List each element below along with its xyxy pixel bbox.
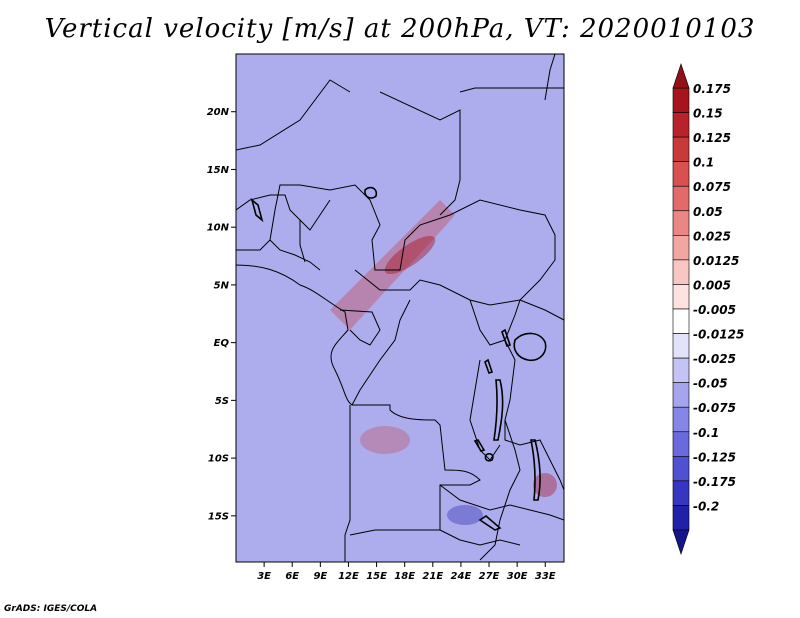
lat-tick-label: 5N [214,280,230,291]
colorbar-swatch [672,382,690,408]
lon-tick-label: 21E [422,571,443,582]
lake-albert [501,328,512,348]
lake-malawi [530,439,541,501]
lon-tick-label: 3E [257,571,271,582]
colorbar-level-label: 0.075 [693,180,731,194]
lat-tick-label: 5S [215,396,229,407]
lon-tick-label: 27E [479,571,500,582]
lat-tick-label: 15N [207,165,230,176]
colorbar-level-label: -0.175 [693,475,736,489]
colorbar: 0.175 0.15 0.125 0.1 0.075 0.05 0.025 0.0125 0.0… [672,63,744,555]
lon-tick-label: 9E [313,571,327,582]
lake-chad [364,186,378,199]
lake-kariba [478,514,502,531]
lat-tick-label: 10S [208,454,229,465]
ascent-core-zambia [447,505,483,525]
lat-tick-label: EQ [214,338,230,349]
colorbar-swatch [672,480,690,506]
colorbar-swatch [672,505,690,531]
colorbar-swatch [672,210,690,236]
ascent-core-congo [384,235,436,275]
colorbar-bottom-arrow [672,529,690,555]
lon-tick-label: 15E [366,571,387,582]
lake-kivu [484,358,494,375]
lake-bangweulu [484,453,494,462]
colorbar-swatch [672,357,690,383]
lon-tick-label: 30E [507,571,528,582]
colorbar-level-label: 0.005 [693,278,731,292]
colorbar-swatch [672,456,690,482]
colorbar-level-label: 0.15 [693,107,723,121]
colorbar-top-arrow [672,63,690,89]
latitude-axis: 20N 15N 10N 5N EQ 5S 10S 15S [207,107,236,522]
lake-tanganyika [493,379,504,441]
colorbar-level-label: -0.2 [693,499,719,513]
colorbar-swatch [672,259,690,285]
lon-tick-label: 6E [285,571,299,582]
colorbar-level-label: 0.0125 [693,254,739,268]
ascent-core-mozambique [533,473,557,497]
lon-tick-label: 24E [451,571,472,582]
colorbar-level-label: -0.025 [693,352,736,366]
colorbar-swatch [672,112,690,138]
colorbar-swatch [672,235,690,261]
colorbar-level-label: -0.1 [693,426,719,440]
colorbar-swatch [672,185,690,212]
colorbar-level-label: -0.0125 [693,328,744,342]
lat-tick-label: 20N [207,107,230,118]
lon-tick-label: 33E [535,571,556,582]
lakes-and-coast [250,186,547,531]
colorbar-swatch [672,308,690,334]
map-title: Vertical velocity [m/s] at 200hPa, VT: 2… [44,14,756,44]
colorbar-swatch [672,406,690,433]
colorbar-swatch [672,87,690,113]
lake-mweru [473,439,486,452]
lon-tick-label: 18E [394,571,415,582]
lat-tick-label: 15S [208,511,229,522]
vertical-velocity-field [236,54,564,562]
colorbar-level-label: -0.05 [693,377,728,391]
colorbar-level-label: 0.025 [693,229,731,243]
longitude-axis: 3E 6E 9E 12E 15E 18E 21E 24E 27E 30E 33E [257,562,556,582]
ascent-core-angola [360,426,410,454]
colorbar-level-label: -0.005 [693,303,736,317]
colorbar-level-label: 0.175 [693,82,731,96]
lon-tick-label: 12E [338,571,359,582]
colorbar-swatch [672,333,690,359]
colorbar-swatch [672,136,690,162]
colorbar-level-label: -0.125 [693,450,736,464]
grads-credit: GrADS: IGES/COLA [4,604,98,614]
colorbar-level-label: -0.075 [693,401,736,415]
colorbar-level-label: 0.05 [693,205,723,219]
lake-victoria [513,332,547,362]
colorbar-level-label: 0.125 [693,131,731,145]
lat-tick-label: 10N [207,223,230,234]
colorbar-swatch [672,161,690,187]
lake-volta [250,197,264,223]
country-borders [236,54,564,562]
colorbar-level-label: 0.1 [693,156,714,170]
ascent-band [330,200,455,330]
colorbar-swatch [672,431,690,457]
colorbar-swatch [672,284,690,310]
map-frame [235,53,565,563]
